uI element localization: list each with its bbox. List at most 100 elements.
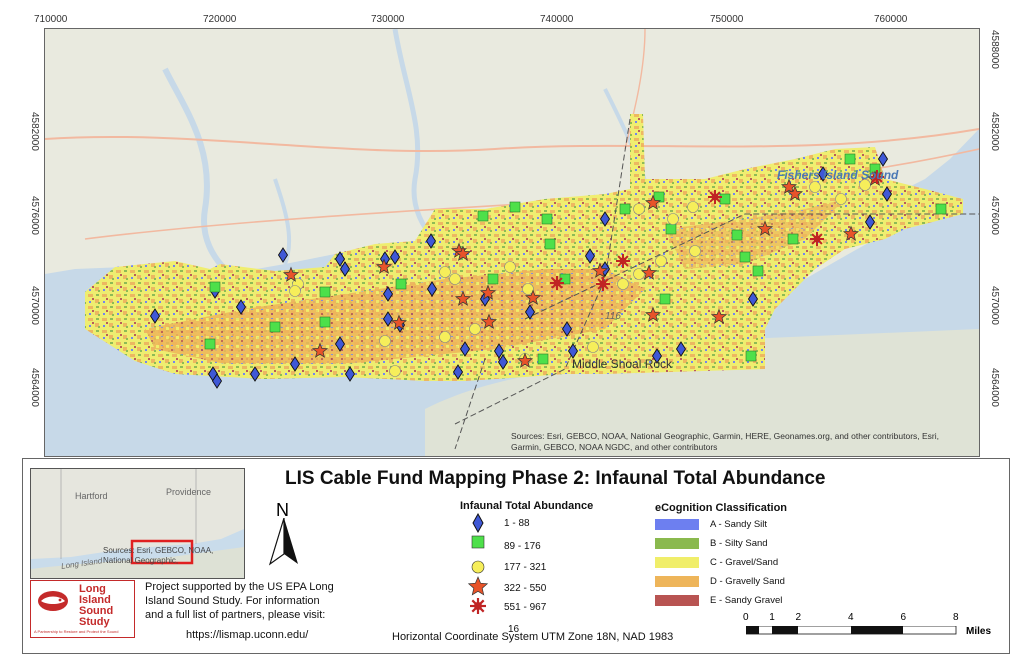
- sample-star-icon: [710, 308, 728, 324]
- page-number: 16: [508, 624, 520, 635]
- north-arrow: N: [266, 500, 302, 566]
- map-attribution: Sources: Esri, GEBCO, NOAA, National Geo…: [511, 431, 940, 452]
- lis-study-logo: Long Island Sound Study A Partnership to…: [30, 580, 135, 638]
- scale-tick-label: 4: [848, 612, 854, 623]
- abundance-class-label: 322 - 550: [504, 583, 547, 594]
- sample-circle-icon: [633, 268, 645, 280]
- y-tick-left: 4576000: [29, 196, 40, 235]
- sample-circle-icon: [835, 193, 847, 205]
- circle-symbol-icon: [471, 560, 485, 574]
- classification-label: A - Sandy Silt: [710, 519, 768, 530]
- sample-circle-icon: [809, 181, 821, 193]
- sample-diamond-icon: [881, 186, 893, 202]
- mainland: [45, 29, 979, 274]
- sample-diamond-icon: [524, 304, 536, 320]
- sample-square-icon: [395, 278, 407, 290]
- x-tick: 750000: [710, 14, 744, 25]
- sample-square-icon: [509, 201, 521, 213]
- sample-star-icon: [591, 262, 609, 278]
- sample-diamond-icon: [651, 348, 663, 364]
- classification-label: D - Gravelly Sand: [710, 576, 785, 587]
- inset-map[interactable]: Hartford Providence Long Island Sources:…: [30, 468, 245, 579]
- sample-square-icon: [619, 203, 631, 215]
- classification-legend-heading: eCognition Classification: [655, 502, 788, 514]
- classification-label: B - Silty Sand: [710, 538, 768, 549]
- sample-square-icon: [739, 251, 751, 263]
- sample-star-icon: [756, 220, 774, 236]
- scale-tick-label: 1: [769, 612, 775, 623]
- inset-providence-label: Providence: [166, 487, 212, 497]
- sample-square-icon: [719, 193, 731, 205]
- sample-square-icon: [787, 233, 799, 245]
- sample-circle-icon: [587, 341, 599, 353]
- abundance-class-label: 1 - 88: [504, 518, 530, 529]
- inset-attribution: Sources: Esri, GEBCO, NOAA, National Geo…: [103, 546, 214, 565]
- credits-url[interactable]: https://lismap.uconn.edu/: [186, 629, 309, 641]
- long-island: [425, 329, 979, 456]
- middle-shoal-rock-label: Middle Shoal Rock: [572, 357, 673, 371]
- burst-symbol-icon: [470, 598, 486, 614]
- sample-burst-icon: [870, 170, 884, 184]
- y-tick-left: 4564000: [29, 368, 40, 407]
- sample-diamond-icon: [584, 248, 596, 264]
- sample-diamond-icon: [747, 291, 759, 307]
- sample-star-icon: [282, 266, 300, 282]
- sample-burst-icon: [810, 232, 824, 246]
- silty-sand-swatch: [655, 538, 699, 549]
- x-tick: 730000: [371, 14, 405, 25]
- y-tick-right: 4570000: [989, 286, 1000, 325]
- sample-circle-icon: [687, 201, 699, 213]
- sample-circle-icon: [522, 283, 534, 295]
- abundance-class-label: 89 - 176: [504, 541, 541, 552]
- sandy-gravel-swatch: [655, 595, 699, 606]
- sample-square-icon: [731, 229, 743, 241]
- gravel-sand-swatch: [655, 557, 699, 568]
- sample-diamond-icon: [493, 343, 505, 359]
- sample-circle-icon: [504, 261, 516, 273]
- sample-diamond-icon: [277, 247, 289, 263]
- logo-tagline: A Partnership to Restore and Protect the…: [34, 629, 119, 634]
- sample-points: [149, 151, 947, 389]
- sample-star-icon: [516, 352, 534, 368]
- scale-tick-label: 0: [743, 612, 749, 623]
- sample-circle-icon: [439, 266, 451, 278]
- sample-diamond-icon: [459, 341, 471, 357]
- map-frame[interactable]: Fishers Island Sound Middle Shoal Rock 1…: [44, 28, 980, 457]
- sample-diamond-icon: [561, 321, 573, 337]
- sample-star-icon: [786, 185, 804, 201]
- x-tick: 710000: [34, 14, 68, 25]
- sample-square-icon: [204, 338, 216, 350]
- sample-circle-icon: [469, 323, 481, 335]
- sample-diamond-icon: [334, 336, 346, 352]
- scale-tick-label: 8: [953, 612, 959, 623]
- sample-star-icon: [480, 313, 498, 329]
- north-arrow-icon: [268, 518, 298, 566]
- sample-diamond-icon: [289, 356, 301, 372]
- fish-logo-icon: [38, 591, 68, 611]
- sample-burst-icon: [550, 276, 564, 290]
- credits-line-1: Project supported by the US EPA Long: [145, 581, 334, 593]
- sample-burst-icon: [708, 190, 722, 204]
- sample-square-icon: [745, 350, 757, 362]
- sample-star-icon: [644, 306, 662, 322]
- sample-circle-icon: [655, 255, 667, 267]
- sample-burst-icon: [616, 254, 630, 268]
- y-tick-right: 4582000: [989, 112, 1000, 151]
- classification-label: C - Gravel/Sand: [710, 557, 779, 568]
- diamond-symbol-icon: [472, 513, 484, 534]
- sample-star-icon: [311, 342, 329, 358]
- sample-square-icon: [209, 281, 221, 293]
- sample-diamond-icon: [567, 343, 579, 359]
- sample-diamond-icon: [344, 366, 356, 382]
- y-tick-left: 4570000: [29, 286, 40, 325]
- sample-diamond-icon: [426, 281, 438, 297]
- sample-square-icon: [541, 213, 553, 225]
- inset-canvas: [31, 469, 244, 578]
- x-tick: 760000: [874, 14, 908, 25]
- sample-square-icon: [752, 265, 764, 277]
- y-tick-right: 4588000: [989, 30, 1000, 69]
- sample-star-icon: [644, 194, 662, 210]
- sample-square-icon: [319, 316, 331, 328]
- x-tick: 740000: [540, 14, 574, 25]
- map-canvas: [45, 29, 979, 456]
